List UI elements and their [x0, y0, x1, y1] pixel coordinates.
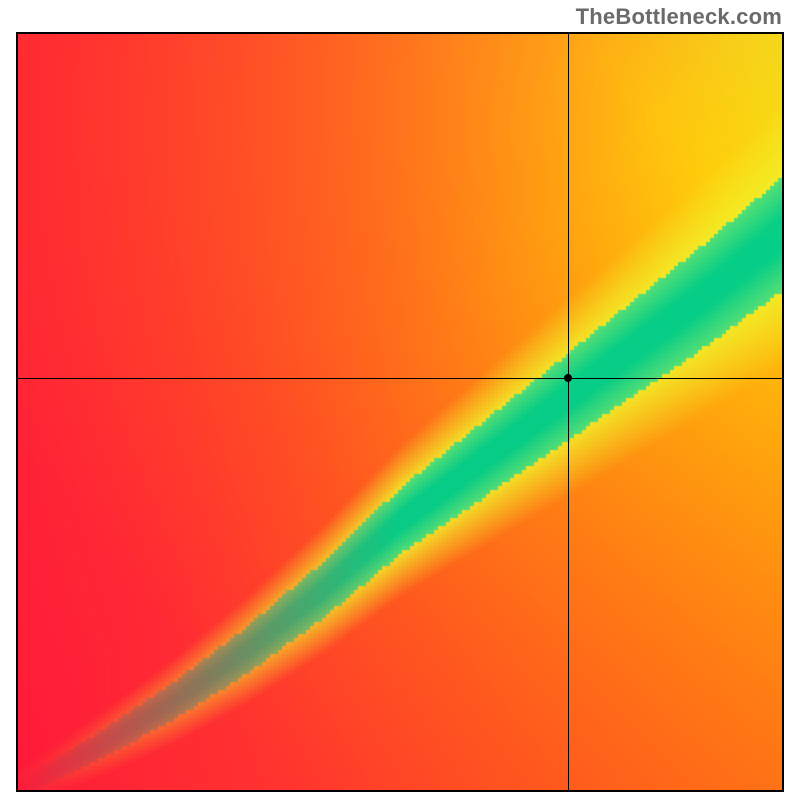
heatmap-plot: [16, 32, 784, 792]
crosshair-vertical: [568, 34, 569, 790]
crosshair-horizontal: [18, 378, 782, 379]
heatmap-canvas: [18, 34, 782, 790]
watermark-text: TheBottleneck.com: [576, 4, 782, 30]
crosshair-marker: [564, 374, 572, 382]
